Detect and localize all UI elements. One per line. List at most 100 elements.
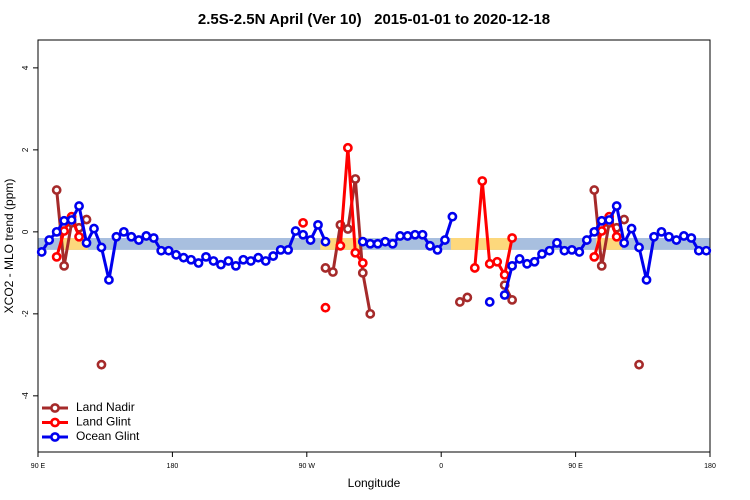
legend-label: Ocean Glint bbox=[76, 429, 140, 443]
data-point bbox=[350, 247, 361, 258]
data-point bbox=[357, 258, 368, 268]
plot-frame bbox=[37, 39, 711, 453]
data-point bbox=[507, 260, 518, 271]
data-point bbox=[51, 226, 62, 237]
data-point bbox=[89, 223, 99, 234]
data-point bbox=[701, 245, 712, 256]
data-point bbox=[163, 245, 174, 256]
data-point bbox=[126, 231, 137, 242]
data-point bbox=[454, 297, 465, 307]
y-tick-label: 4 bbox=[21, 65, 30, 70]
data-point bbox=[148, 233, 159, 243]
data-point bbox=[81, 214, 92, 225]
data-point bbox=[596, 260, 607, 271]
y-tick-label: -4 bbox=[21, 392, 30, 400]
x-tick-label: 0 bbox=[439, 463, 443, 470]
data-point bbox=[596, 226, 607, 236]
data-point bbox=[395, 231, 406, 241]
legend-marker bbox=[50, 417, 60, 428]
data-point bbox=[634, 242, 644, 253]
data-point bbox=[581, 235, 592, 245]
y-axis-label: XCO2 - MLO trend (ppm) bbox=[2, 179, 16, 314]
data-point bbox=[410, 229, 420, 240]
data-point bbox=[514, 254, 525, 264]
data-point bbox=[671, 235, 682, 245]
data-point bbox=[238, 254, 249, 265]
data-point bbox=[566, 244, 577, 255]
highlight-range bbox=[596, 238, 622, 250]
data-point bbox=[59, 226, 70, 236]
data-point bbox=[484, 297, 495, 307]
data-point bbox=[678, 231, 689, 241]
data-point bbox=[619, 238, 630, 248]
data-point bbox=[529, 256, 540, 267]
x-tick-label: 90 W bbox=[299, 463, 316, 470]
data-point bbox=[320, 263, 331, 273]
x-tick-label: 90 E bbox=[568, 463, 583, 470]
data-point bbox=[357, 267, 368, 278]
data-point bbox=[432, 244, 443, 255]
data-point bbox=[81, 238, 92, 248]
x-tick-label: 180 bbox=[167, 463, 179, 470]
data-point bbox=[589, 251, 600, 262]
y-tick-label: 2 bbox=[21, 147, 30, 152]
data-point bbox=[111, 231, 122, 242]
data-point bbox=[626, 223, 637, 234]
data-point bbox=[298, 217, 308, 228]
data-point bbox=[634, 359, 644, 370]
data-point bbox=[74, 231, 84, 242]
data-point bbox=[380, 236, 391, 247]
data-point bbox=[402, 231, 413, 241]
data-point bbox=[104, 274, 114, 285]
data-point bbox=[275, 244, 286, 255]
x-tick-label: 180 bbox=[704, 463, 716, 470]
x-tick-label: 90 E bbox=[31, 463, 46, 470]
data-point bbox=[589, 185, 600, 195]
data-point bbox=[365, 308, 376, 319]
data-point bbox=[44, 235, 55, 245]
data-point bbox=[559, 245, 570, 256]
data-point bbox=[320, 236, 331, 247]
data-point bbox=[313, 219, 323, 230]
data-point bbox=[118, 226, 129, 237]
data-point bbox=[574, 247, 585, 257]
highlight-range bbox=[61, 238, 89, 250]
data-point bbox=[492, 256, 503, 267]
data-point bbox=[216, 259, 226, 270]
data-point bbox=[611, 201, 622, 211]
data-point bbox=[656, 226, 667, 237]
data-point bbox=[59, 215, 70, 226]
data-point bbox=[649, 231, 659, 242]
data-point bbox=[357, 236, 368, 247]
data-point bbox=[372, 238, 383, 249]
data-point bbox=[253, 252, 264, 263]
data-point bbox=[619, 214, 630, 225]
data-point bbox=[462, 292, 473, 303]
data-point bbox=[223, 256, 234, 266]
legend-label: Land Glint bbox=[76, 415, 131, 429]
data-point bbox=[51, 251, 62, 262]
data-point bbox=[133, 235, 144, 245]
data-point bbox=[686, 233, 697, 243]
data-point bbox=[96, 359, 107, 370]
data-point bbox=[664, 231, 674, 242]
data-point bbox=[328, 267, 338, 277]
highlight-range bbox=[450, 238, 511, 250]
data-point bbox=[552, 238, 562, 248]
data-point bbox=[245, 256, 256, 266]
data-point bbox=[469, 263, 480, 273]
data-point bbox=[260, 256, 271, 266]
data-point bbox=[507, 295, 518, 305]
data-point bbox=[507, 233, 518, 243]
data-point bbox=[484, 258, 495, 269]
data-point bbox=[335, 240, 346, 251]
data-point bbox=[522, 258, 532, 269]
data-point bbox=[611, 231, 622, 242]
data-point bbox=[141, 231, 152, 241]
chart-title: 2.5S-2.5N April (Ver 10) 2015-01-01 to 2… bbox=[198, 11, 550, 28]
data-point bbox=[186, 254, 196, 265]
data-point bbox=[693, 245, 704, 256]
data-point bbox=[66, 215, 77, 225]
